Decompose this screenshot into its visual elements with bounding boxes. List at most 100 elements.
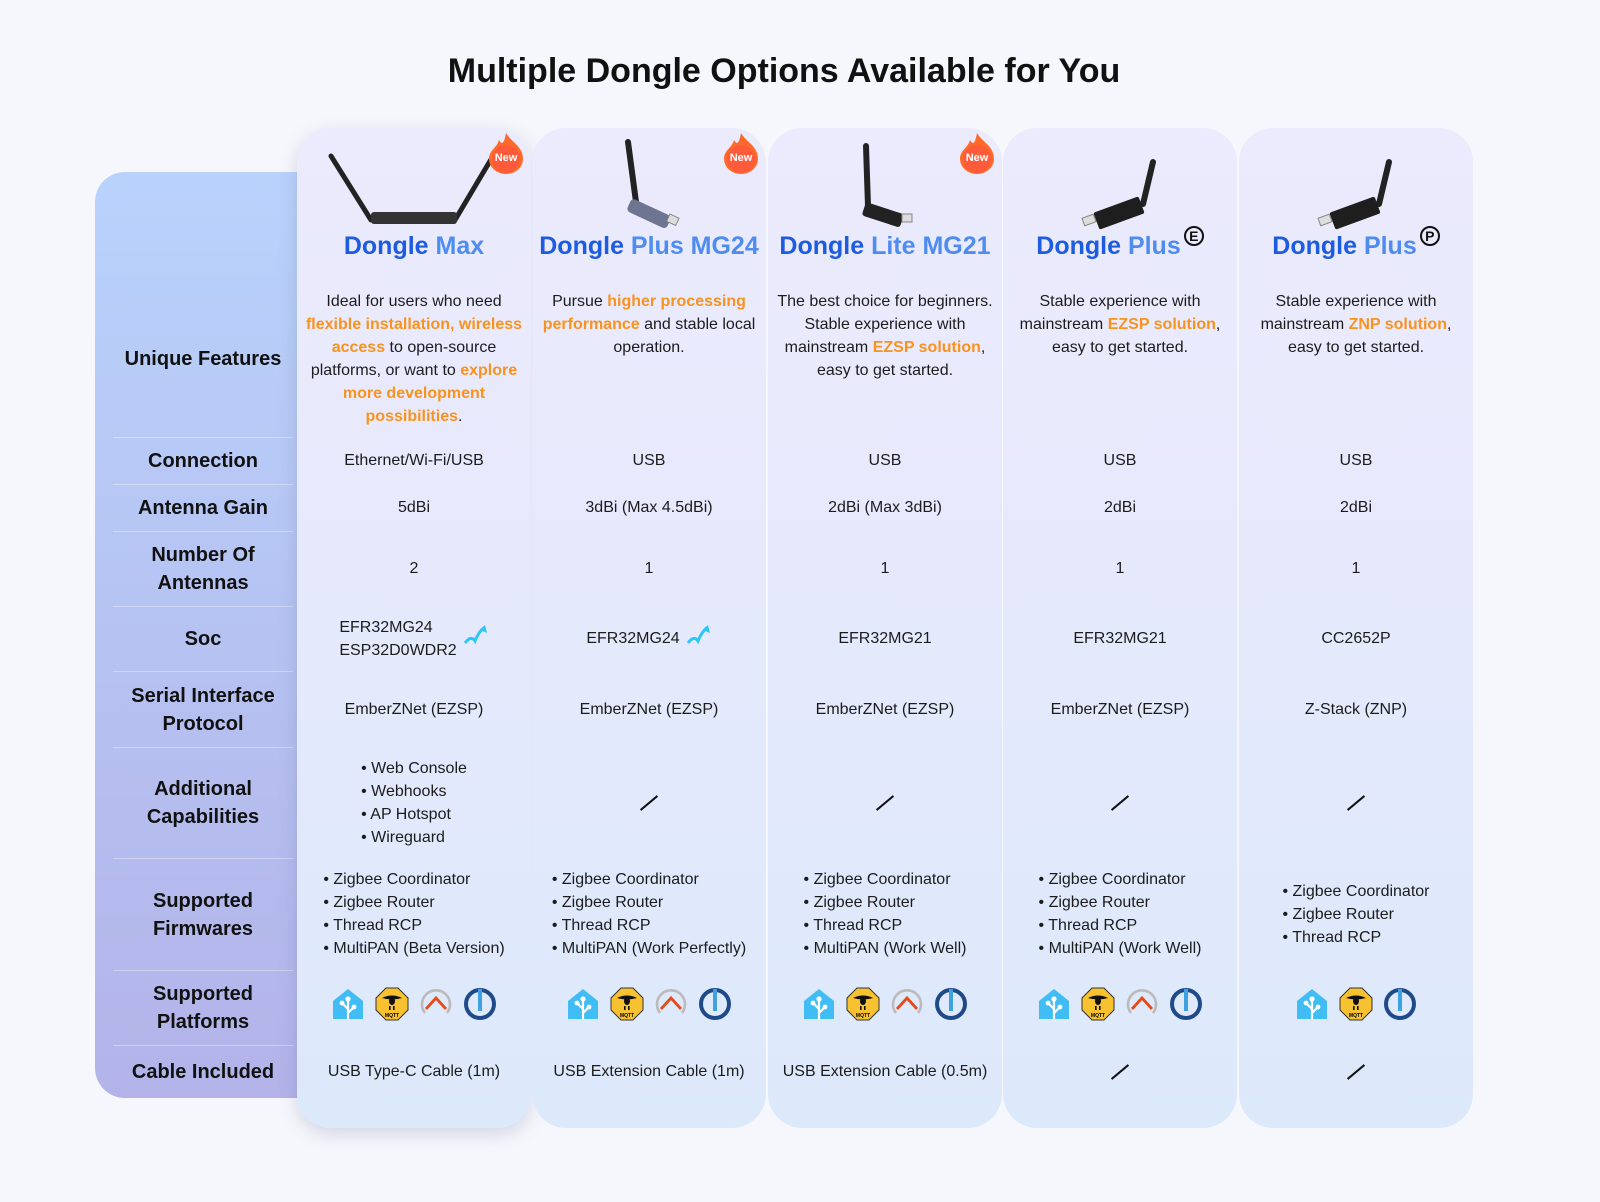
product-name[interactable]: Dongle Lite MG21 (768, 232, 1002, 261)
platform-icons: MQTT (1037, 987, 1203, 1028)
product-name-model: Plus (1127, 232, 1181, 260)
list-item: MultiPAN (Work Well) (1039, 937, 1202, 960)
not-applicable-mark (1346, 1063, 1366, 1080)
row-label: Unique Features (124, 347, 282, 370)
row-label: Cable Included (113, 1045, 293, 1098)
product-name[interactable]: Dongle Plus MG24 (532, 232, 766, 261)
features-text: Ideal for users who need flexible instal… (305, 280, 523, 428)
product-name[interactable]: Dongle Plus P (1239, 226, 1473, 261)
supported-platforms: MQTT (768, 970, 1002, 1045)
row-label: Serial Interface Protocol (113, 671, 293, 747)
supported-firmwares-list: Zigbee CoordinatorZigbee RouterThread RC… (1039, 868, 1202, 960)
row-labels-column: Unique Features Connection Antenna Gain Num… (95, 172, 325, 1098)
list-item: Thread RCP (1039, 914, 1202, 937)
connection-value: USB (1103, 452, 1137, 469)
product-name-brand: Dongle (539, 232, 624, 260)
cable-included: USB Type-C Cable (1m) (327, 1063, 501, 1080)
soc-list: CC2652P (1321, 627, 1390, 650)
product-card: New Dongle Plus MG24 Pursue higher process… (532, 128, 766, 1128)
not-applicable-mark (1110, 1063, 1130, 1080)
feature-text: . (458, 408, 463, 425)
feature-text: Ideal for users who need (326, 293, 502, 310)
mqtt-icon: MQTT (375, 987, 409, 1028)
not-applicable-mark (875, 794, 895, 811)
list-item: Zigbee Coordinator (804, 868, 967, 891)
list-item: Webhooks (361, 780, 467, 803)
product-card: New Dongle Max Ideal for users who need fl… (297, 128, 531, 1128)
home-assistant-icon (1295, 987, 1329, 1028)
iobroker-icon (1383, 987, 1417, 1028)
additional-capabilities (532, 747, 766, 858)
list-item: Wireguard (361, 826, 467, 849)
feature-text: , easy to get started. (816, 339, 986, 379)
cable-included (1239, 1045, 1473, 1098)
features-text: Stable experience with mainstream EZSP s… (1011, 280, 1229, 359)
not-applicable-mark (639, 794, 659, 811)
feature-text: Pursue (552, 293, 608, 310)
new-badge: New (487, 132, 525, 174)
platform-icons: MQTT (1295, 987, 1417, 1028)
list-item: Zigbee Coordinator (1282, 880, 1430, 903)
soc-value: EFR32MG24 ESP32D0WDR2 (297, 606, 531, 671)
protocol-value: Z-Stack (ZNP) (1304, 700, 1408, 718)
supported-firmwares-list: Zigbee CoordinatorZigbee RouterThread RC… (323, 868, 505, 960)
flame-icon (724, 133, 758, 174)
new-badge: New (958, 132, 996, 174)
openhab-icon (419, 987, 453, 1028)
antenna-count-value: 1 (1115, 560, 1125, 577)
svg-text:MQTT: MQTT (385, 1013, 399, 1019)
feature-highlight: EZSP solution (872, 339, 981, 356)
product-name-model: Max (435, 232, 485, 260)
product-card: Dongle Plus E Stable experience with mains… (1003, 128, 1237, 1128)
protocol-value: EmberZNet (EZSP) (579, 700, 719, 718)
product-image (532, 136, 766, 232)
soc-value: EFR32MG21 (1003, 606, 1237, 671)
list-item: Zigbee Router (552, 891, 746, 914)
list-item: AP Hotspot (361, 803, 467, 826)
product-image (1239, 136, 1473, 232)
feature-text: to open-source platforms, or want to (310, 339, 497, 379)
list-item: Thread RCP (804, 914, 967, 937)
iobroker-icon (463, 987, 497, 1028)
row-label: Number Of Antennas (113, 531, 293, 606)
page-title: Multiple Dongle Options Available for Yo… (447, 52, 1121, 90)
product-name-brand: Dongle (1036, 232, 1121, 260)
antenna-gain-value: 2dBi (1339, 499, 1373, 516)
supported-firmwares: Zigbee CoordinatorZigbee RouterThread RC… (768, 858, 1002, 970)
soc-value: CC2652P (1239, 606, 1473, 671)
list-item: MultiPAN (Beta Version) (323, 937, 504, 960)
new-badge-label: New (494, 152, 518, 164)
feature-text: Stable experience with mainstream (1019, 293, 1201, 333)
product-name[interactable]: Dongle Max (297, 232, 531, 261)
supported-firmwares-list: Zigbee CoordinatorZigbee RouterThread RC… (1282, 880, 1429, 949)
soc-chip: EFR32MG24 (339, 618, 433, 636)
svg-text:MQTT: MQTT (856, 1013, 870, 1019)
antenna-count-value: 1 (880, 560, 890, 577)
variant-mark: E (1183, 226, 1204, 246)
cable-included: USB Extension Cable (0.5m) (782, 1063, 988, 1080)
supported-firmwares: Zigbee CoordinatorZigbee RouterThread RC… (532, 858, 766, 970)
supported-firmwares-list: Zigbee CoordinatorZigbee RouterThread RC… (804, 868, 967, 960)
list-item: MultiPAN (Work Perfectly) (552, 937, 746, 960)
new-badge-label: New (965, 152, 989, 164)
home-assistant-icon (331, 987, 365, 1028)
list-item: Zigbee Coordinator (323, 868, 504, 891)
list-item: Zigbee Router (1282, 903, 1429, 926)
unique-features: Pursue higher processing performance and… (532, 280, 766, 437)
features-text: Pursue higher processing performance and… (540, 280, 758, 359)
product-name-brand: Dongle (343, 232, 429, 260)
soc-chip: EFR32MG21 (1073, 630, 1167, 647)
product-name[interactable]: Dongle Plus E (1003, 226, 1237, 261)
soc-list: EFR32MG21 (1073, 627, 1166, 650)
iobroker-icon (1169, 987, 1203, 1028)
features-text: The best choice for beginners. Stable ex… (776, 280, 994, 382)
list-item: Zigbee Router (804, 891, 967, 914)
feature-highlight: explore more development possibilities (342, 362, 518, 425)
product-name-model: Plus (1363, 232, 1417, 260)
product-name-brand: Dongle (779, 232, 865, 260)
mqtt-icon: MQTT (846, 987, 880, 1028)
svg-text:MQTT: MQTT (1349, 1013, 1363, 1019)
home-assistant-icon (566, 987, 600, 1028)
connection-value: USB (1339, 452, 1373, 469)
soc-value: EFR32MG24 (532, 606, 766, 671)
